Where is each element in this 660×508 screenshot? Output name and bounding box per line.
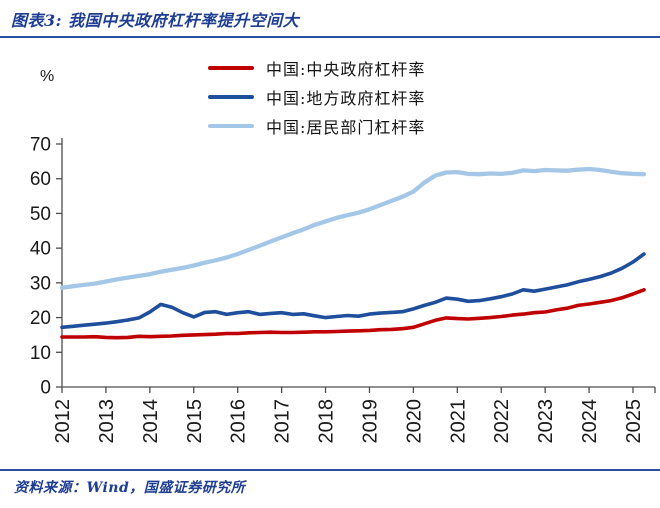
y-tick-label: 20 [30, 308, 51, 329]
series-line-central-gov [60, 287, 646, 340]
chart-legend: 中国:中央政府杠杆率 中国:地方政府杠杆率 中国:居民部门杠杆率 [208, 56, 425, 137]
x-tick-label: 2023 [535, 399, 557, 444]
series-line-household [59, 166, 647, 290]
y-tick-label: 70 [30, 135, 51, 156]
legend-item: 中国:居民部门杠杆率 [208, 114, 425, 137]
axes [61, 138, 655, 388]
y-axis-unit-label: % [40, 68, 54, 85]
x-tick-label: 2013 [96, 399, 118, 444]
figure-title: 图表3: 我国中央政府杠杆率提升空间大 [11, 11, 300, 30]
x-tick-label: 2017 [272, 399, 294, 444]
x-tick-label: 2020 [403, 399, 425, 444]
y-tick-label: 30 [30, 273, 51, 294]
x-tick-label: 2021 [447, 399, 469, 444]
source-divider [0, 469, 660, 471]
x-tick-label: 2024 [579, 399, 601, 444]
legend-line-swatch [208, 94, 254, 99]
x-tick-label: 2015 [184, 399, 206, 444]
x-tick-label: 2019 [359, 399, 381, 444]
y-tick-label: 10 [30, 343, 51, 364]
source-note: 资料来源：Wind，国盛证券研究所 [14, 480, 246, 496]
legend-item: 中国:地方政府杠杆率 [208, 85, 425, 108]
series-line-local-gov [60, 252, 646, 330]
y-tick-label: 60 [30, 169, 51, 190]
legend-line-swatch [208, 123, 254, 128]
y-tick-label: 40 [30, 239, 51, 260]
x-tick-label: 2016 [228, 399, 250, 444]
x-tick-label: 2012 [52, 399, 74, 444]
legend-line-swatch [208, 65, 254, 70]
y-tick-label: 0 [40, 378, 51, 399]
legend-item: 中国:中央政府杠杆率 [208, 56, 425, 79]
x-tick-label: 2018 [316, 399, 338, 444]
legend-label: 中国:居民部门杠杆率 [266, 117, 426, 137]
x-tick-label: 2025 [623, 399, 645, 444]
title-divider [0, 36, 660, 38]
x-tick-label: 2014 [140, 399, 162, 444]
legend-label: 中国:中央政府杠杆率 [266, 59, 426, 79]
legend-label: 中国:地方政府杠杆率 [266, 88, 426, 108]
x-tick-label: 2022 [491, 399, 513, 444]
y-tick-label: 50 [30, 204, 51, 225]
